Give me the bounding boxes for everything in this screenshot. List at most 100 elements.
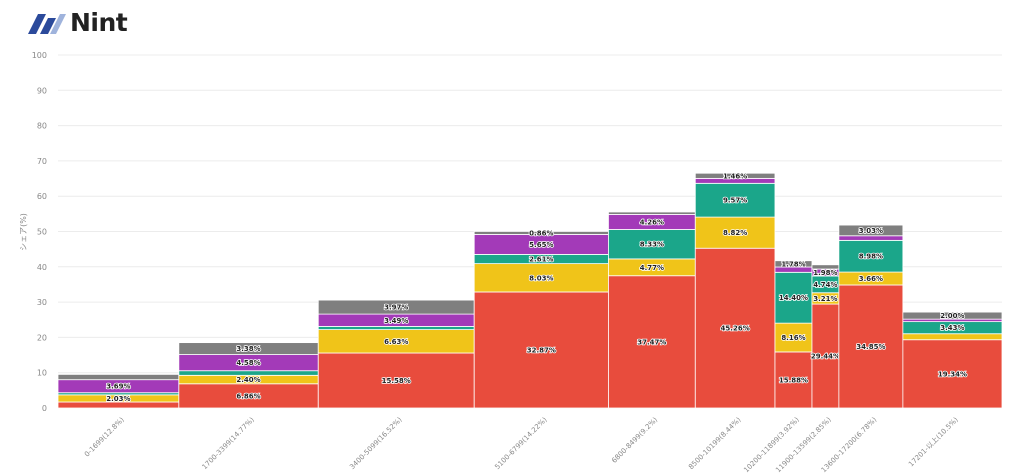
- bar-segment[interactable]: [473, 291, 609, 409]
- bar-segment[interactable]: [811, 264, 840, 270]
- bar-column: 6.86% 2.40% 4.58% 3.38%: [178, 342, 319, 409]
- data-label: 6.63%: [384, 338, 408, 346]
- bar-segment[interactable]: [57, 373, 180, 381]
- data-label: 3.43%: [940, 324, 964, 332]
- data-label: 8.33%: [640, 241, 664, 249]
- y-tick-label: 40: [37, 263, 47, 272]
- x-tick-label: 1700-3399(14.77%): [201, 416, 257, 472]
- bar-segment[interactable]: [838, 239, 904, 273]
- bar-segment[interactable]: [774, 351, 813, 409]
- data-label: 9.57%: [723, 197, 747, 205]
- x-tick-label: 5100-6799(14.22%): [493, 416, 549, 472]
- data-label: 8.98%: [859, 253, 883, 261]
- bar-segment[interactable]: [317, 352, 475, 409]
- data-label: 8.82%: [723, 229, 747, 237]
- y-tick-label: 100: [32, 51, 47, 60]
- brand-logo: Nint: [26, 8, 128, 37]
- y-tick-label: 60: [37, 192, 47, 201]
- data-label: 37.47%: [637, 338, 666, 346]
- bar-segment[interactable]: [838, 235, 904, 241]
- data-label: 45.26%: [721, 325, 750, 333]
- data-label: 29.44%: [811, 353, 840, 361]
- bar-column: 15.58% 6.63% 3.49% 3.97%: [317, 299, 475, 409]
- data-label: 3.97%: [384, 304, 408, 312]
- y-tick-label: 30: [37, 298, 47, 307]
- y-tick-label: 10: [37, 369, 47, 378]
- x-axis: 0-1699(12.8%) 1700-3399(14.77%) 3400-5099(…: [83, 415, 960, 474]
- data-label: 3.66%: [859, 275, 883, 283]
- data-label: 3.49%: [384, 317, 408, 325]
- data-label: 6.86%: [236, 392, 260, 400]
- bar-segment[interactable]: [473, 263, 609, 293]
- bar-segment[interactable]: [811, 303, 840, 409]
- data-label: 32.87%: [527, 346, 556, 354]
- data-label: 19.34%: [938, 370, 967, 378]
- bar-segment[interactable]: [694, 172, 776, 179]
- y-axis-label: シェア(%): [19, 213, 28, 251]
- data-label: 3.03%: [859, 227, 883, 235]
- data-label: 34.85%: [856, 343, 885, 351]
- bar-segment[interactable]: [608, 229, 696, 260]
- data-label: 2.40%: [236, 376, 260, 384]
- bar-segment[interactable]: [694, 247, 776, 409]
- y-tick-label: 50: [37, 228, 47, 237]
- bar-column: 29.44% 3.21% 4.74% 1.98%: [810, 264, 841, 409]
- x-tick-label: 3400-5099(16.52%): [348, 416, 404, 472]
- x-tick-label: 8500-10199(8.44%): [687, 416, 743, 472]
- x-tick-label: 17201-以上(10.5%): [906, 415, 960, 469]
- data-label: 4.26%: [640, 218, 664, 226]
- bar-segment[interactable]: [317, 326, 475, 330]
- bar-segment[interactable]: [838, 284, 904, 409]
- data-label: 3.69%: [106, 383, 130, 391]
- bar-column: 15.88% 8.16% 14.40% 1.78%: [774, 260, 813, 409]
- data-label: 5.65%: [529, 241, 553, 249]
- brand-name: Nint: [70, 8, 128, 37]
- y-tick-label: 70: [37, 157, 47, 166]
- y-axis: 0 10 20 30 40 50 60 70 80 90 100: [32, 51, 47, 413]
- bar-segment[interactable]: [608, 275, 696, 409]
- x-tick-label: 10200-11899(3.92%): [742, 416, 801, 474]
- y-tick-label: 0: [42, 404, 47, 413]
- bar-column: 45.26% 8.82% 9.57% 1.46%: [694, 171, 776, 409]
- x-tick-label: 6800-8499(9.2%): [610, 416, 659, 465]
- bar-column: 19.34% 3.43% 2.00%: [902, 311, 1003, 409]
- bar-segment[interactable]: [608, 211, 696, 215]
- bar-segment[interactable]: [774, 271, 813, 324]
- bar-column: 2.03% 3.69%: [57, 373, 180, 409]
- nint-logo-icon: [28, 13, 66, 34]
- data-label: 15.58%: [382, 377, 411, 385]
- data-label: 2.03%: [106, 395, 130, 403]
- data-label: 0.86%: [529, 229, 553, 237]
- bar-segment[interactable]: [902, 311, 1003, 320]
- bar-segment[interactable]: [902, 339, 1003, 409]
- y-tick-label: 80: [37, 122, 47, 131]
- data-label: 15.88%: [779, 376, 808, 384]
- bar-column: 34.85% 3.66% 8.98% 3.03%: [838, 224, 904, 409]
- data-label: 1.98%: [813, 269, 837, 277]
- data-label: 4.74%: [813, 281, 837, 289]
- data-label: 8.16%: [781, 334, 805, 342]
- bar-segment[interactable]: [694, 182, 776, 218]
- y-tick-label: 90: [37, 86, 47, 95]
- data-label: 1.46%: [723, 172, 747, 180]
- data-label: 4.77%: [640, 264, 664, 272]
- bar-segment[interactable]: [774, 260, 813, 268]
- data-label: 2.00%: [940, 312, 964, 320]
- data-label: 4.58%: [236, 359, 260, 367]
- bar-segment[interactable]: [902, 333, 1003, 341]
- data-label: 3.21%: [813, 295, 837, 303]
- bar-segment[interactable]: [178, 370, 319, 376]
- data-label: 3.38%: [236, 345, 260, 353]
- bar-segment[interactable]: [838, 224, 904, 237]
- data-label: 1.78%: [781, 260, 805, 268]
- data-label: 8.03%: [529, 274, 553, 282]
- bars: 2.03% 3.69% 6.86% 2.40% 4.58% 3.38% 15.58% 6.63…: [57, 171, 1003, 409]
- data-label: 2.61%: [529, 256, 553, 264]
- bar-column: 37.47% 4.77% 8.33% 4.26%: [608, 211, 696, 409]
- data-label: 14.40%: [779, 294, 808, 302]
- x-tick-label: 0-1699(12.8%): [83, 416, 126, 459]
- y-tick-label: 20: [37, 333, 47, 342]
- bar-column: 32.87% 8.03% 2.61% 5.65% 0.86%: [473, 229, 609, 409]
- bar-segment[interactable]: [694, 216, 776, 249]
